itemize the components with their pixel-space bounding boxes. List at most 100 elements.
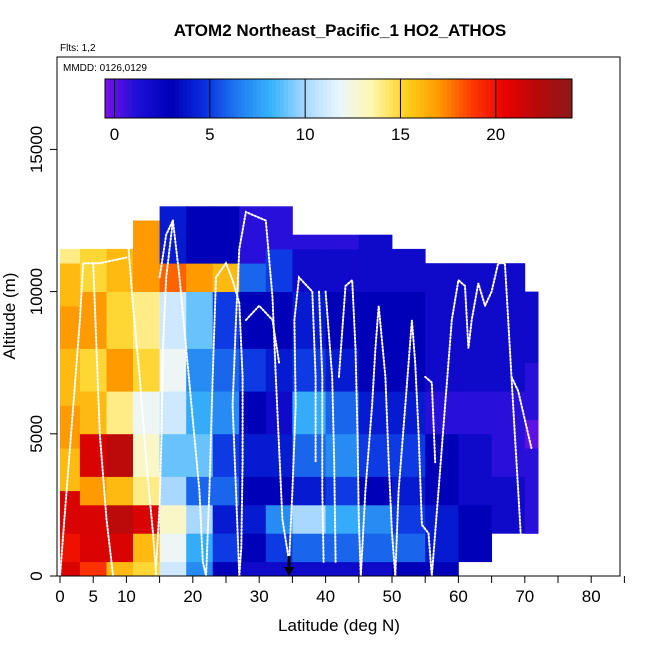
heat-cell bbox=[358, 291, 393, 349]
colorbar-swatch bbox=[533, 79, 538, 118]
colorbar-swatch bbox=[108, 79, 114, 118]
colorbar-swatch bbox=[338, 79, 343, 118]
colorbar-swatch bbox=[424, 79, 429, 118]
colorbar-swatch bbox=[221, 79, 227, 118]
heat-cell bbox=[212, 561, 240, 577]
colorbar-swatch bbox=[264, 79, 269, 118]
heat-cell bbox=[425, 391, 459, 435]
heat-cell bbox=[358, 234, 393, 250]
heat-cell bbox=[265, 348, 293, 392]
colorbar-swatch bbox=[182, 79, 188, 118]
heat-cell bbox=[186, 433, 214, 477]
colorbar-swatch bbox=[552, 79, 557, 118]
colorbar-swatch bbox=[326, 79, 332, 118]
heat-cell bbox=[133, 391, 160, 435]
colorbar-swatch bbox=[132, 79, 137, 118]
flight-track bbox=[510, 375, 533, 449]
heat-cell bbox=[79, 561, 107, 577]
heat-cell bbox=[458, 348, 492, 392]
colorbar-swatch bbox=[178, 79, 184, 118]
y-tick-label: 10000 bbox=[27, 268, 46, 315]
colorbar-swatch bbox=[237, 79, 242, 118]
colorbar-swatch bbox=[517, 79, 522, 118]
heat-cell bbox=[458, 533, 492, 563]
colorbar-swatch bbox=[299, 79, 304, 118]
heat-cell bbox=[186, 348, 214, 392]
heat-cell bbox=[292, 348, 326, 392]
heat-cell bbox=[79, 504, 107, 534]
colorbar-swatch bbox=[116, 79, 122, 118]
colorbar-swatch bbox=[151, 79, 157, 118]
heat-cell bbox=[159, 263, 187, 292]
colorbar-swatch bbox=[210, 79, 215, 118]
colorbar-tick-label: 15 bbox=[391, 125, 410, 144]
colorbar-swatch bbox=[451, 79, 456, 118]
heat-cell bbox=[186, 263, 214, 292]
heat-cell bbox=[159, 433, 187, 477]
heat-cell bbox=[425, 561, 459, 577]
colorbar-swatch bbox=[408, 79, 413, 118]
colorbar-swatch bbox=[544, 79, 550, 118]
heat-cell bbox=[133, 476, 160, 506]
colorbar-swatch bbox=[428, 79, 433, 118]
heat-cell bbox=[325, 433, 360, 477]
x-tick-label: 70 bbox=[515, 587, 534, 606]
heat-cell bbox=[60, 448, 81, 492]
colorbar-swatch bbox=[346, 79, 351, 118]
colorbar-swatch bbox=[431, 79, 437, 118]
flight-track bbox=[155, 220, 174, 566]
heat-cell bbox=[392, 391, 426, 435]
colorbar-swatch bbox=[385, 79, 390, 118]
colorbar-swatch bbox=[175, 79, 180, 118]
colorbar-swatch bbox=[540, 79, 546, 118]
x-tick-label: 10 bbox=[117, 587, 136, 606]
colorbar-swatch bbox=[498, 79, 503, 118]
heat-cell bbox=[292, 391, 326, 435]
heat-cell bbox=[491, 476, 526, 506]
heat-cell bbox=[239, 348, 267, 392]
colorbar-swatch bbox=[350, 79, 355, 118]
colorbar-swatch bbox=[490, 79, 495, 118]
chart-title: ATOM2 Northeast_Pacific_1 HO2_ATHOS bbox=[174, 21, 507, 40]
colorbar-swatch bbox=[260, 79, 266, 118]
colorbar-swatch bbox=[291, 79, 297, 118]
colorbar-swatch bbox=[124, 79, 129, 118]
heat-cell bbox=[106, 348, 134, 392]
heat-cell bbox=[458, 391, 492, 435]
heat-cell bbox=[133, 561, 160, 577]
colorbar-swatch bbox=[307, 79, 312, 118]
y-tick-label: 5000 bbox=[27, 415, 46, 453]
colorbar-swatch bbox=[513, 79, 519, 118]
colorbar-swatch bbox=[564, 79, 569, 118]
heat-cell bbox=[79, 476, 107, 506]
x-tick-label: 0 bbox=[55, 587, 64, 606]
colorbar-swatch bbox=[470, 79, 476, 118]
colorbar-swatch bbox=[373, 79, 378, 118]
heat-cell bbox=[265, 206, 293, 250]
heat-cell bbox=[392, 248, 426, 292]
heat-cell bbox=[159, 504, 187, 534]
colorbar-swatch bbox=[501, 79, 507, 118]
colorbar-swatch bbox=[404, 79, 410, 118]
colorbar-swatch bbox=[287, 79, 293, 118]
y-tick-label: 15000 bbox=[27, 126, 46, 173]
colorbar-swatch bbox=[396, 79, 402, 118]
heat-cell bbox=[60, 305, 81, 349]
flight-tracks bbox=[59, 210, 533, 577]
flight-track bbox=[288, 275, 317, 563]
x-tick-label: 80 bbox=[582, 587, 601, 606]
heatmap-cells bbox=[60, 206, 539, 577]
colorbar-swatch bbox=[241, 79, 246, 118]
colorbar-swatch bbox=[560, 79, 565, 118]
heat-cell bbox=[239, 291, 267, 349]
heat-cell bbox=[524, 291, 539, 321]
colorbar-tick-label: 10 bbox=[296, 125, 315, 144]
heat-cell bbox=[524, 362, 539, 420]
heat-cell bbox=[392, 291, 426, 349]
flight-track bbox=[59, 256, 128, 577]
x-tick-label: 20 bbox=[183, 587, 202, 606]
heat-cell bbox=[325, 234, 360, 250]
colorbar-swatch bbox=[171, 79, 176, 118]
heat-cell bbox=[458, 433, 492, 477]
heat-cell bbox=[212, 348, 240, 392]
